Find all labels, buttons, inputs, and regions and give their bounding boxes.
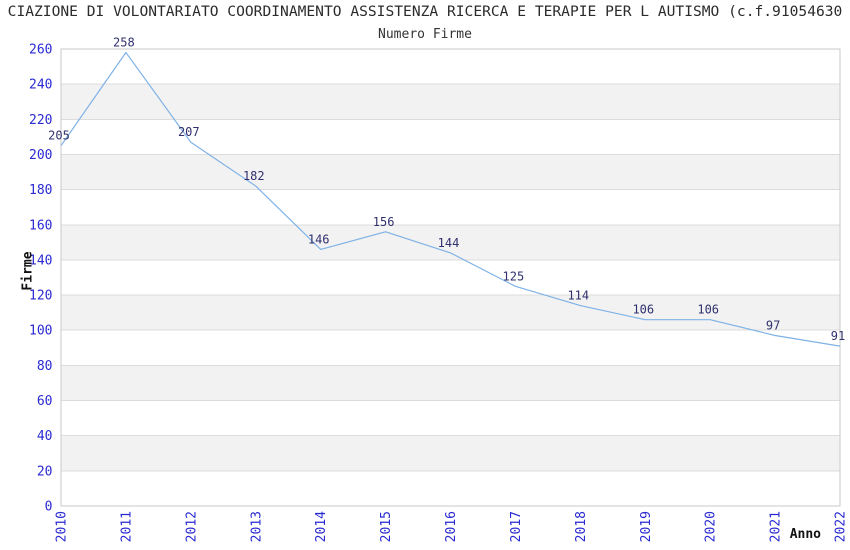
data-point-label: 207 xyxy=(178,125,200,139)
data-point-label: 106 xyxy=(697,303,719,317)
data-point-label: 258 xyxy=(113,36,135,50)
y-tick-label: 180 xyxy=(29,183,52,198)
plot-band xyxy=(61,435,840,471)
y-tick-label: 60 xyxy=(37,394,53,409)
plot-band xyxy=(61,365,840,401)
x-tick-label: 2013 xyxy=(249,511,264,542)
data-point-label: 182 xyxy=(243,169,265,183)
x-tick-label: 2018 xyxy=(574,511,589,542)
plot-band xyxy=(61,224,840,260)
x-tick-label: 2022 xyxy=(834,511,849,542)
y-axis-label: Firme xyxy=(20,251,36,291)
x-tick-label: 2016 xyxy=(444,511,459,542)
plot-border xyxy=(60,48,841,507)
data-point-label: 205 xyxy=(48,129,70,143)
plot-band xyxy=(61,154,840,190)
data-point-label: 125 xyxy=(503,269,525,283)
data-point-label: 156 xyxy=(373,215,395,229)
data-point-label: 146 xyxy=(308,232,330,246)
y-tick-label: 0 xyxy=(45,500,53,515)
y-tick-label: 80 xyxy=(37,359,53,374)
plot-band xyxy=(61,295,840,331)
x-tick-label: 2012 xyxy=(184,511,199,542)
y-tick-label: 120 xyxy=(29,289,52,304)
y-tick-label: 200 xyxy=(29,148,52,163)
chart-title: Numero Firme xyxy=(378,27,472,42)
y-tick-label: 160 xyxy=(29,218,52,233)
data-point-label: 106 xyxy=(632,303,654,317)
y-tick-label: 220 xyxy=(29,113,52,128)
data-point-label: 91 xyxy=(831,329,845,343)
data-point-label: 114 xyxy=(567,289,589,303)
x-tick-label: 2011 xyxy=(119,511,134,542)
x-axis-label: Anno xyxy=(789,527,821,542)
data-point-label: 97 xyxy=(766,319,780,333)
data-point-label: 144 xyxy=(438,236,460,250)
y-tick-label: 100 xyxy=(29,324,52,339)
y-tick-label: 240 xyxy=(29,78,52,93)
x-tick-label: 2021 xyxy=(769,511,784,542)
x-tick-label: 2014 xyxy=(314,511,329,542)
x-tick-label: 2020 xyxy=(704,511,719,542)
x-tick-label: 2017 xyxy=(509,511,524,542)
x-tick-label: 2019 xyxy=(639,511,654,542)
y-tick-label: 140 xyxy=(29,253,52,268)
data-line xyxy=(60,51,841,347)
y-tick-label: 40 xyxy=(37,429,53,444)
y-tick-label: 20 xyxy=(37,464,53,479)
x-tick-label: 2010 xyxy=(55,511,70,542)
x-tick-label: 2015 xyxy=(379,511,394,542)
plot-band xyxy=(61,84,840,120)
y-tick-label: 260 xyxy=(29,43,52,58)
page-title: CIAZIONE DI VOLONTARIATO COORDINAMENTO A… xyxy=(7,3,843,20)
